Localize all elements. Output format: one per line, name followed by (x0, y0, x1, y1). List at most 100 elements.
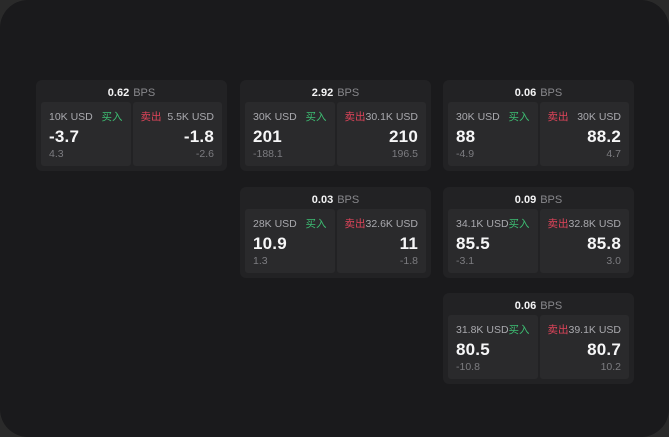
buy-price: 80.5 (456, 339, 490, 359)
buy-price: 10.9 (253, 233, 287, 253)
buy-label: 买入 (508, 111, 530, 123)
panel-top: 卖出 30.1K USD (345, 109, 419, 124)
panel-top: 卖出 32.6K USD (345, 216, 419, 231)
bps-suffix: BPS (337, 87, 360, 99)
bps-header: 2.92 BPS (245, 84, 426, 102)
panels: 31.8K USD 买入 80.5 -10.8 卖出 39.1K USD 80.… (448, 315, 629, 379)
quote-card: 0.62 BPS 10K USD 买入 -3.7 4.3 卖出 5.5K USD (36, 80, 227, 171)
buy-change: 4.3 (49, 148, 64, 160)
sell-panel[interactable]: 卖出 32.6K USD 11 -1.8 (336, 209, 426, 273)
panel-top: 31.8K USD 买入 (456, 322, 530, 337)
sell-label: 卖出 (547, 218, 569, 230)
bps-value: 0.62 (107, 87, 130, 99)
bps-suffix: BPS (540, 194, 563, 206)
sell-panel[interactable]: 卖出 30K USD 88.2 4.7 (539, 102, 629, 166)
bps-suffix: BPS (540, 300, 563, 312)
panels: 28K USD 买入 10.9 1.3 卖出 32.6K USD 11 -1.8 (245, 209, 426, 273)
sell-notional: 32.6K USD (365, 217, 419, 230)
buy-change: -10.8 (456, 361, 480, 373)
sell-label: 卖出 (344, 111, 366, 123)
panel-top: 卖出 5.5K USD (141, 109, 215, 124)
panel-top: 卖出 39.1K USD (548, 322, 622, 337)
panels: 30K USD 买入 201 -188.1 卖出 30.1K USD 210 1… (245, 102, 426, 166)
buy-panel[interactable]: 31.8K USD 买入 80.5 -10.8 (448, 315, 538, 379)
panel-top: 卖出 32.8K USD (548, 216, 622, 231)
buy-label: 买入 (305, 111, 327, 123)
panel-top: 28K USD 买入 (253, 216, 327, 231)
buy-panel[interactable]: 30K USD 买入 201 -188.1 (245, 102, 335, 166)
buy-panel[interactable]: 28K USD 买入 10.9 1.3 (245, 209, 335, 273)
sell-price: 210 (389, 126, 418, 146)
buy-notional: 31.8K USD (456, 323, 509, 336)
sell-panel[interactable]: 卖出 32.8K USD 85.8 3.0 (539, 209, 629, 273)
sell-change: 3.0 (606, 255, 621, 267)
sell-change: 10.2 (600, 361, 621, 373)
sell-price: 88.2 (587, 126, 621, 146)
buy-change: 1.3 (253, 255, 268, 267)
buy-price: 88 (456, 126, 476, 146)
panels: 10K USD 买入 -3.7 4.3 卖出 5.5K USD -1.8 -2.… (41, 102, 222, 166)
buy-panel[interactable]: 34.1K USD 买入 85.5 -3.1 (448, 209, 538, 273)
sell-price: 80.7 (587, 339, 621, 359)
buy-notional: 30K USD (253, 110, 297, 123)
sell-label: 卖出 (344, 218, 366, 230)
bps-value: 0.06 (514, 87, 537, 99)
bps-header: 0.06 BPS (448, 297, 629, 315)
panels: 34.1K USD 买入 85.5 -3.1 卖出 32.8K USD 85.8… (448, 209, 629, 273)
sell-notional: 5.5K USD (167, 110, 214, 123)
sell-panel[interactable]: 卖出 30.1K USD 210 196.5 (336, 102, 426, 166)
quote-card: 2.92 BPS 30K USD 买入 201 -188.1 卖出 30.1K … (240, 80, 431, 171)
sell-notional: 39.1K USD (568, 323, 622, 336)
buy-label: 买入 (508, 324, 530, 336)
bps-header: 0.09 BPS (448, 191, 629, 209)
bps-header: 0.06 BPS (448, 84, 629, 102)
buy-panel[interactable]: 30K USD 买入 88 -4.9 (448, 102, 538, 166)
sell-panel[interactable]: 卖出 5.5K USD -1.8 -2.6 (132, 102, 222, 166)
sell-price: -1.8 (183, 126, 214, 146)
buy-price: 85.5 (456, 233, 490, 253)
quote-card: 0.06 BPS 30K USD 买入 88 -4.9 卖出 30K USD (443, 80, 634, 171)
sell-label: 卖出 (140, 111, 162, 123)
bps-header: 0.03 BPS (245, 191, 426, 209)
buy-notional: 30K USD (456, 110, 500, 123)
panel-top: 34.1K USD 买入 (456, 216, 530, 231)
bps-suffix: BPS (540, 87, 563, 99)
buy-label: 买入 (305, 218, 327, 230)
sell-change: 4.7 (606, 148, 621, 160)
sell-label: 卖出 (547, 324, 569, 336)
buy-label: 买入 (508, 218, 530, 230)
panels: 30K USD 买入 88 -4.9 卖出 30K USD 88.2 4.7 (448, 102, 629, 166)
buy-price: 201 (253, 126, 282, 146)
sell-change: -1.8 (399, 255, 418, 267)
buy-change: -188.1 (253, 148, 283, 160)
sell-price: 11 (399, 233, 418, 253)
buy-notional: 34.1K USD (456, 217, 509, 230)
sell-price: 85.8 (587, 233, 621, 253)
sell-change: 196.5 (391, 148, 418, 160)
panel-top: 30K USD 买入 (253, 109, 327, 124)
buy-notional: 10K USD (49, 110, 93, 123)
sell-notional: 30.1K USD (365, 110, 419, 123)
bps-header: 0.62 BPS (41, 84, 222, 102)
buy-price: -3.7 (49, 126, 80, 146)
sell-notional: 32.8K USD (568, 217, 622, 230)
quote-card: 0.09 BPS 34.1K USD 买入 85.5 -3.1 卖出 32.8K… (443, 187, 634, 278)
buy-panel[interactable]: 10K USD 买入 -3.7 4.3 (41, 102, 131, 166)
panel-top: 10K USD 买入 (49, 109, 123, 124)
sell-change: -2.6 (195, 148, 214, 160)
bps-suffix: BPS (337, 194, 360, 206)
bps-value: 0.09 (514, 194, 537, 206)
buy-label: 买入 (101, 111, 123, 123)
buy-change: -4.9 (456, 148, 475, 160)
buy-change: -3.1 (456, 255, 475, 267)
sell-label: 卖出 (547, 111, 569, 123)
buy-notional: 28K USD (253, 217, 297, 230)
sell-notional: 30K USD (577, 110, 621, 123)
panel-top: 30K USD 买入 (456, 109, 530, 124)
bps-value: 2.92 (311, 87, 334, 99)
bps-value: 0.03 (311, 194, 334, 206)
sell-panel[interactable]: 卖出 39.1K USD 80.7 10.2 (539, 315, 629, 379)
bps-value: 0.06 (514, 300, 537, 312)
